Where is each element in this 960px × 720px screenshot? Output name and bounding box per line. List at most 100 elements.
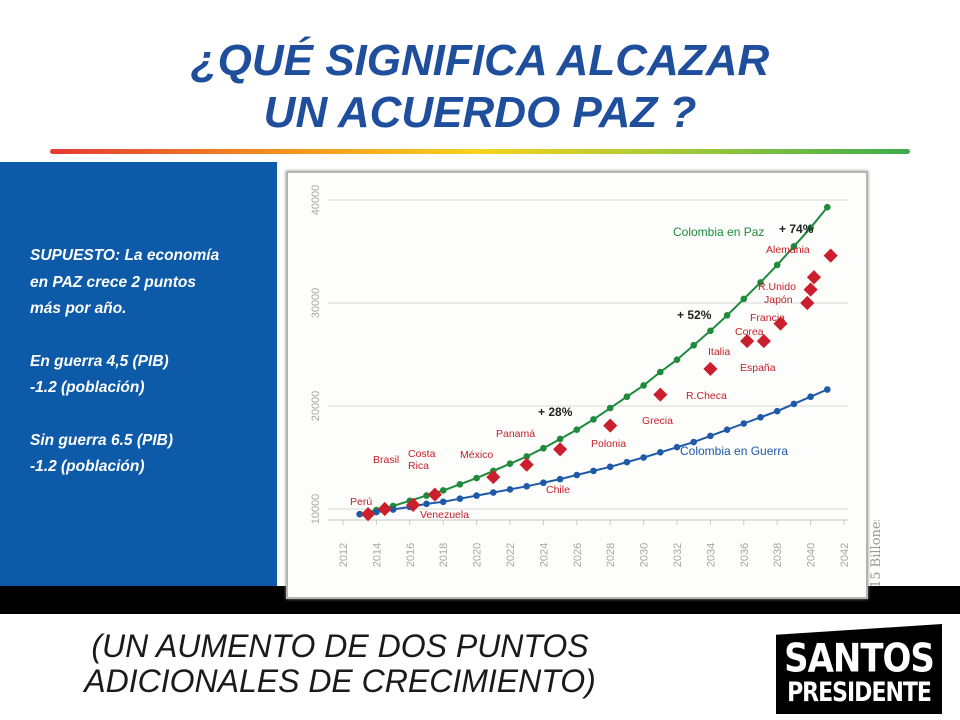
country-marker <box>806 270 822 285</box>
x-tick-label: 2014 <box>371 543 383 567</box>
series-point <box>423 500 430 508</box>
series-point <box>573 471 581 479</box>
series-point <box>573 426 581 433</box>
x-tick-label: 2024 <box>538 543 550 567</box>
series-point <box>707 327 714 335</box>
series-point <box>356 510 363 518</box>
series-label-paz: Colombia en Paz <box>673 225 764 239</box>
series-point <box>556 475 564 483</box>
country-marker <box>553 442 568 457</box>
assumption-line: -1.2 (población) <box>30 379 145 396</box>
series-point <box>673 356 681 363</box>
series-point <box>556 435 564 443</box>
slide-title-line1: ¿QUÉ SIGNIFICA ALCAZAR <box>190 36 770 85</box>
x-tick-label: 2042 <box>839 543 851 567</box>
assumption-line: SUPUESTO: La economía <box>30 247 220 264</box>
x-tick-label: 2028 <box>605 543 617 567</box>
country-label: Panamá <box>496 428 535 440</box>
series-point <box>490 489 497 496</box>
country-marker <box>703 361 718 376</box>
y-tick-label: 10000 <box>310 494 322 525</box>
series-point <box>456 480 464 488</box>
growth-annotation: + 52% <box>677 308 712 322</box>
x-tick-label: 2034 <box>705 543 717 567</box>
series-point <box>790 243 798 250</box>
country-marker <box>803 282 818 297</box>
assumption-line: en PAZ crece 2 puntos <box>30 273 196 291</box>
country-marker <box>773 316 788 331</box>
series-point <box>723 312 731 319</box>
country-label: Perú <box>350 496 372 508</box>
series-point <box>523 483 530 490</box>
series-point <box>623 458 631 466</box>
side-note: 15 Billones <box>869 520 884 588</box>
assumption-line: En guerra 4,5 (PIB) <box>30 352 169 370</box>
series-point <box>389 506 397 513</box>
series-point <box>690 438 697 446</box>
y-tick-label: 20000 <box>310 391 322 422</box>
country-label: Polonia <box>591 438 626 450</box>
assumption-line: -1.2 (población) <box>30 458 145 475</box>
country-label: Rica <box>408 460 429 472</box>
series-point <box>807 224 814 232</box>
country-label: Venezuela <box>420 509 469 521</box>
country-label: Francia <box>750 312 785 324</box>
series-point <box>757 414 764 421</box>
country-marker <box>823 248 838 263</box>
country-marker <box>603 418 618 433</box>
x-tick-label: 2012 <box>338 543 350 567</box>
growth-annotation: + 74% <box>779 222 814 236</box>
country-marker <box>406 497 421 512</box>
series-point <box>473 474 480 482</box>
country-label: R.Unido <box>758 281 796 293</box>
side-note-text: 15 Billones <box>869 520 884 588</box>
series-point <box>439 487 447 494</box>
x-tick-label: 2022 <box>505 543 517 567</box>
growth-annotation: + 28% <box>538 405 573 419</box>
x-tick-label: 2040 <box>806 543 818 567</box>
assumption-spacer <box>30 323 290 349</box>
country-marker <box>519 457 534 472</box>
gdp-chart-svg: 10000 20000 30000 40000 2012 2014 2016 2018 2020… <box>310 185 851 568</box>
x-tick-label: 2026 <box>572 543 584 567</box>
series-point <box>523 453 530 460</box>
logo-line1: SANTOS <box>784 636 935 682</box>
series-point <box>640 454 647 461</box>
series-point <box>590 416 597 423</box>
series-point <box>540 479 547 487</box>
y-tick-label: 30000 <box>310 288 322 319</box>
country-label: Grecia <box>642 415 673 427</box>
series-point <box>673 443 681 451</box>
slide-title-line2: UN ACUERDO PAZ ? <box>263 88 697 137</box>
country-marker <box>800 295 815 311</box>
country-label: Japón <box>764 294 793 306</box>
x-tick-label: 2018 <box>438 543 450 567</box>
country-label: Corea <box>735 326 764 338</box>
logo-line2: PRESIDENTE <box>787 678 932 709</box>
country-label: Chile <box>546 484 570 496</box>
series-point <box>740 420 748 427</box>
rainbow-divider <box>50 149 910 154</box>
series-point <box>790 400 798 408</box>
series-point <box>740 295 748 303</box>
country-marker <box>427 487 442 502</box>
country-label: México <box>460 449 493 461</box>
series-point <box>773 407 781 415</box>
country-label: España <box>740 362 776 374</box>
series-point <box>606 463 614 471</box>
country-marker <box>486 469 501 485</box>
x-tick-label: 2030 <box>639 543 651 567</box>
series-point <box>473 492 480 499</box>
series-point <box>773 261 781 269</box>
x-tick-label: 2016 <box>405 543 417 567</box>
series-point <box>657 449 664 456</box>
series-point <box>640 382 647 389</box>
country-label: Italia <box>708 346 730 358</box>
series-point <box>723 426 731 433</box>
series-point <box>439 498 447 506</box>
series-point <box>506 486 514 493</box>
series-point <box>757 279 764 286</box>
series-point <box>590 467 597 475</box>
x-tick-label: 2036 <box>739 543 751 567</box>
country-marker <box>740 334 755 349</box>
